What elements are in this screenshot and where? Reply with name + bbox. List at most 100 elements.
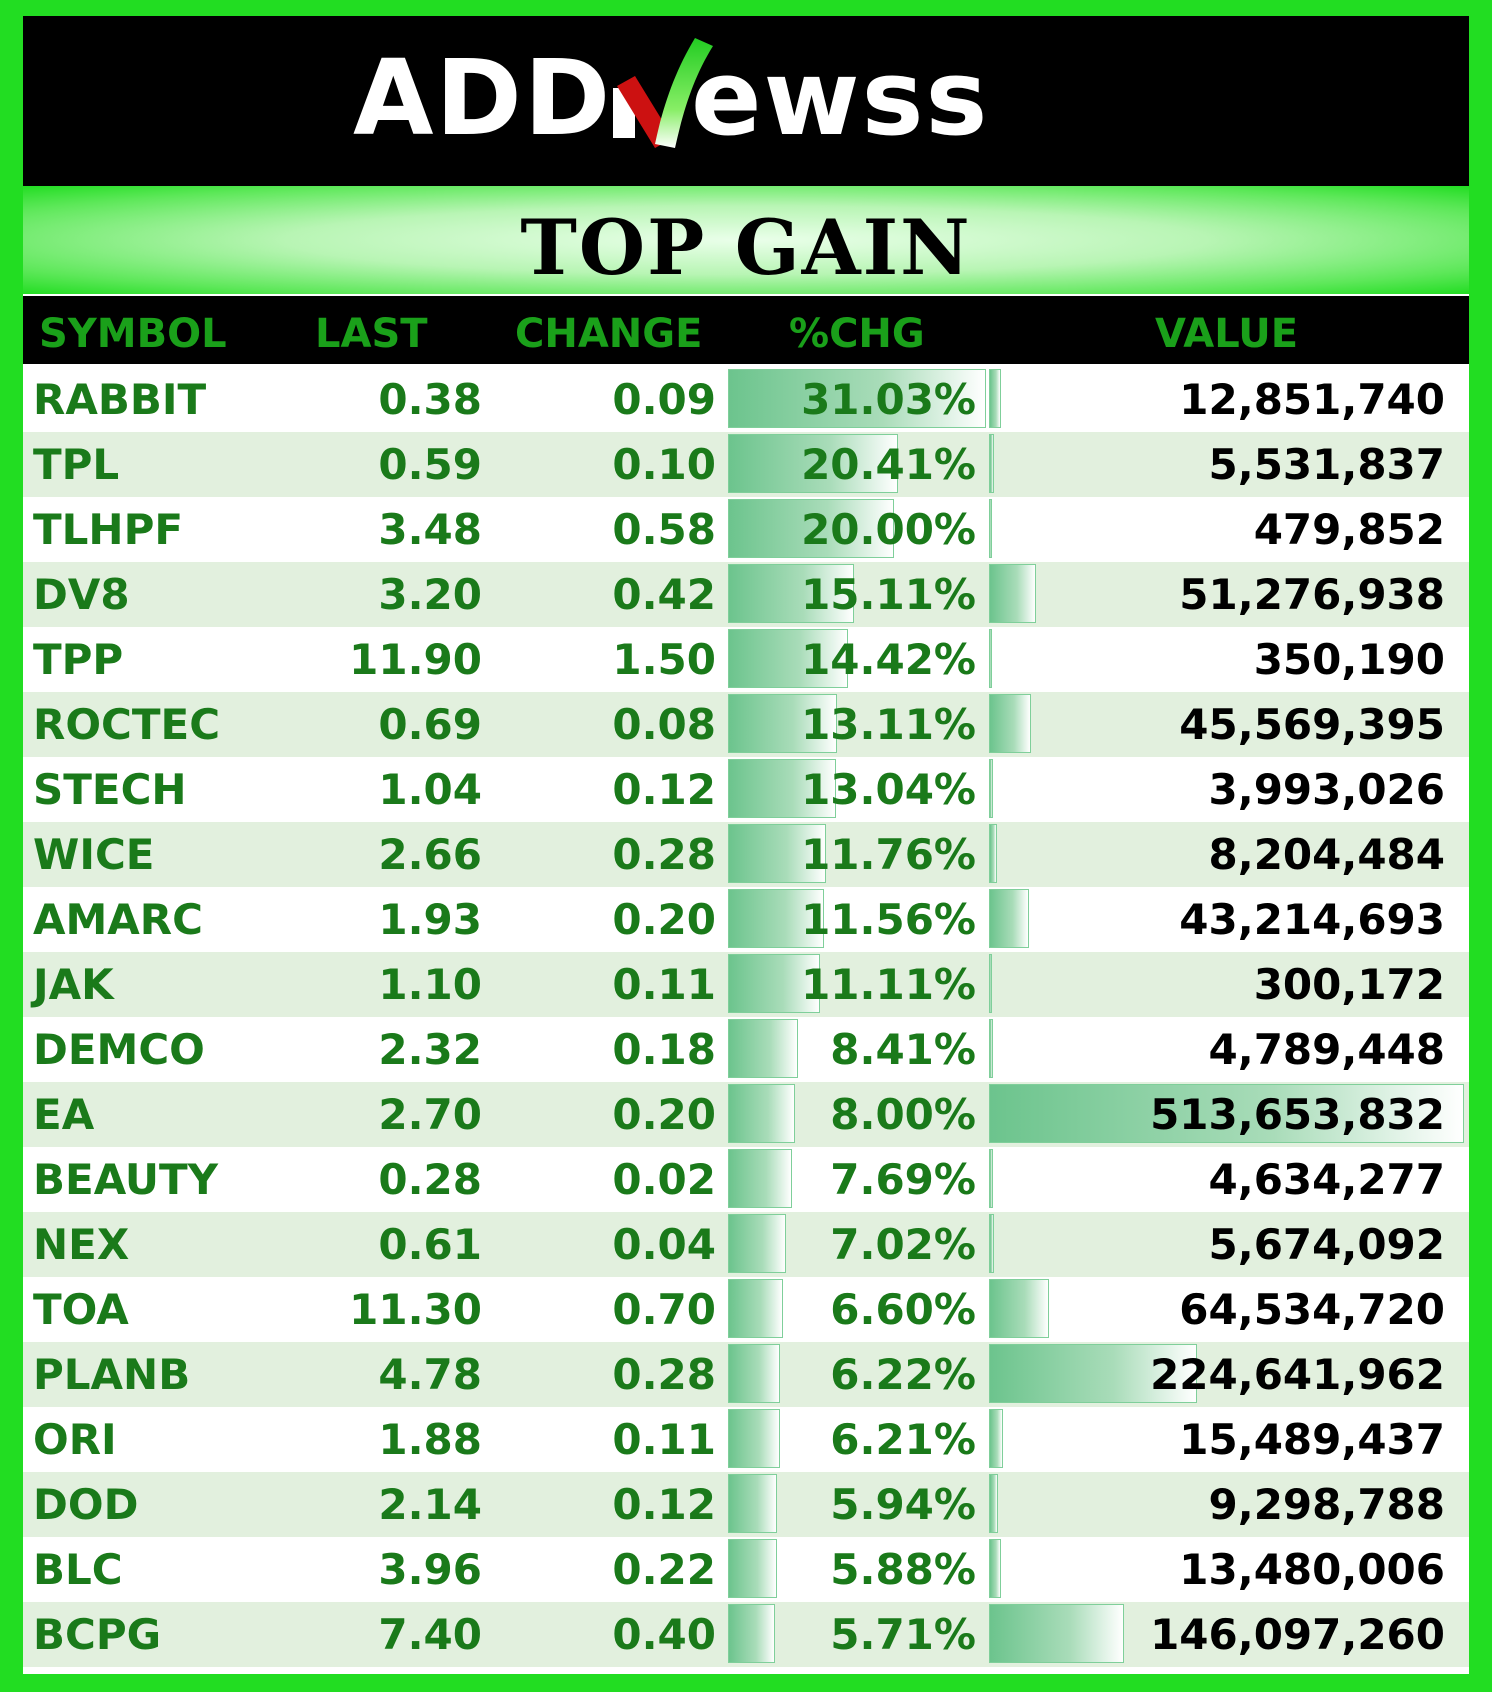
pct-change-cell: 15.11% xyxy=(801,570,976,619)
pct-change-cell: 5.88% xyxy=(830,1545,976,1594)
table-header: SYMBOL LAST CHANGE %CHG VALUE xyxy=(23,296,1469,364)
change-cell: 0.11 xyxy=(612,960,716,1009)
value-bar xyxy=(989,824,997,883)
value-bar xyxy=(989,1279,1049,1338)
last-cell: 1.04 xyxy=(378,765,482,814)
pct-change-bar xyxy=(728,1344,780,1403)
table-row: DEMCO 2.32 0.18 8.41% 4,789,448 xyxy=(23,1017,1469,1082)
change-cell: 0.11 xyxy=(612,1415,716,1464)
pct-change-bar xyxy=(728,824,826,883)
pct-change-cell: 7.02% xyxy=(830,1220,976,1269)
symbol-cell: DOD xyxy=(33,1480,139,1529)
addnewss-logo: ADD ewss xyxy=(353,37,987,159)
pct-change-bar xyxy=(728,1019,798,1078)
value-cell: 300,172 xyxy=(1253,960,1445,1009)
value-cell: 5,674,092 xyxy=(1208,1220,1445,1269)
symbol-cell: TOA xyxy=(33,1285,129,1334)
table-row: TOA 11.30 0.70 6.60% 64,534,720 xyxy=(23,1277,1469,1342)
change-cell: 0.12 xyxy=(612,1480,716,1529)
value-bar xyxy=(989,889,1029,948)
change-cell: 0.58 xyxy=(612,505,716,554)
change-cell: 0.04 xyxy=(612,1220,716,1269)
value-cell: 13,480,006 xyxy=(1179,1545,1445,1594)
change-cell: 0.28 xyxy=(612,1350,716,1399)
table-row: AMARC 1.93 0.20 11.56% 43,214,693 xyxy=(23,887,1469,952)
pct-change-cell: 5.71% xyxy=(830,1610,976,1659)
pct-change-cell: 11.76% xyxy=(801,830,976,879)
value-cell: 64,534,720 xyxy=(1179,1285,1445,1334)
value-bar xyxy=(989,499,992,558)
table-row: TLHPF 3.48 0.58 20.00% 479,852 xyxy=(23,497,1469,562)
top-gain-board: ADD ewss TOP GAIN SYMBOL LAST CHANGE %CH… xyxy=(23,16,1469,1674)
pct-change-bar xyxy=(728,1474,777,1533)
last-cell: 1.93 xyxy=(378,895,482,944)
header-symbol: SYMBOL xyxy=(39,311,227,357)
value-bar xyxy=(989,1409,1003,1468)
symbol-cell: TPP xyxy=(33,635,124,684)
pct-change-bar xyxy=(728,1279,783,1338)
last-cell: 11.90 xyxy=(349,635,482,684)
table-row: BLC 3.96 0.22 5.88% 13,480,006 xyxy=(23,1537,1469,1602)
value-bar xyxy=(989,1344,1197,1403)
table-row: DV8 3.20 0.42 15.11% 51,276,938 xyxy=(23,562,1469,627)
change-cell: 0.22 xyxy=(612,1545,716,1594)
pct-change-cell: 7.69% xyxy=(830,1155,976,1204)
value-cell: 43,214,693 xyxy=(1179,895,1445,944)
pct-change-bar xyxy=(728,499,894,558)
value-bar xyxy=(989,1474,998,1533)
pct-change-cell: 8.41% xyxy=(830,1025,976,1074)
pct-change-bar xyxy=(728,1214,786,1273)
pct-change-cell: 13.04% xyxy=(801,765,976,814)
value-cell: 9,298,788 xyxy=(1208,1480,1445,1529)
table-row: WICE 2.66 0.28 11.76% 8,204,484 xyxy=(23,822,1469,887)
pct-change-bar xyxy=(728,1604,775,1663)
symbol-cell: PLANB xyxy=(33,1350,191,1399)
value-cell: 5,531,837 xyxy=(1208,440,1445,489)
last-cell: 2.14 xyxy=(378,1480,482,1529)
table-body: RABBIT 0.38 0.09 31.03% 12,851,740 TPL 0.59 0.1… xyxy=(23,367,1469,1667)
pct-change-cell: 13.11% xyxy=(801,700,976,749)
value-bar xyxy=(989,954,992,1013)
symbol-cell: JAK xyxy=(33,960,114,1009)
last-cell: 11.30 xyxy=(349,1285,482,1334)
value-cell: 4,789,448 xyxy=(1208,1025,1445,1074)
value-bar xyxy=(989,629,992,688)
value-cell: 51,276,938 xyxy=(1179,570,1445,619)
value-cell: 4,634,277 xyxy=(1208,1155,1445,1204)
symbol-cell: DV8 xyxy=(33,570,130,619)
value-bar xyxy=(989,759,993,818)
last-cell: 3.96 xyxy=(378,1545,482,1594)
last-cell: 2.70 xyxy=(378,1090,482,1139)
last-cell: 4.78 xyxy=(378,1350,482,1399)
value-cell: 146,097,260 xyxy=(1150,1610,1445,1659)
change-cell: 0.42 xyxy=(612,570,716,619)
last-cell: 3.48 xyxy=(378,505,482,554)
pct-change-cell: 20.41% xyxy=(801,440,976,489)
value-cell: 15,489,437 xyxy=(1179,1415,1445,1464)
change-cell: 0.02 xyxy=(612,1155,716,1204)
table-row: STECH 1.04 0.12 13.04% 3,993,026 xyxy=(23,757,1469,822)
pct-change-bar xyxy=(728,629,848,688)
header-pct-change: %CHG xyxy=(789,311,925,357)
change-cell: 0.09 xyxy=(612,375,716,424)
symbol-cell: RABBIT xyxy=(33,375,207,424)
value-bar xyxy=(989,1019,993,1078)
header-value: VALUE xyxy=(1155,311,1299,357)
value-cell: 12,851,740 xyxy=(1179,375,1445,424)
value-bar xyxy=(989,1604,1124,1663)
last-cell: 0.61 xyxy=(378,1220,482,1269)
page-title: TOP GAIN xyxy=(520,202,972,292)
symbol-cell: EA xyxy=(33,1090,95,1139)
svg-text:ADD: ADD xyxy=(353,37,612,159)
table-row: TPP 11.90 1.50 14.42% 350,190 xyxy=(23,627,1469,692)
symbol-cell: STECH xyxy=(33,765,187,814)
pct-change-bar xyxy=(728,434,898,493)
pct-change-cell: 11.11% xyxy=(801,960,976,1009)
last-cell: 1.10 xyxy=(378,960,482,1009)
value-cell: 350,190 xyxy=(1253,635,1445,684)
last-cell: 1.88 xyxy=(378,1415,482,1464)
pct-change-bar xyxy=(728,954,820,1013)
change-cell: 0.70 xyxy=(612,1285,716,1334)
table-row: RABBIT 0.38 0.09 31.03% 12,851,740 xyxy=(23,367,1469,432)
pct-change-bar xyxy=(728,1084,795,1143)
